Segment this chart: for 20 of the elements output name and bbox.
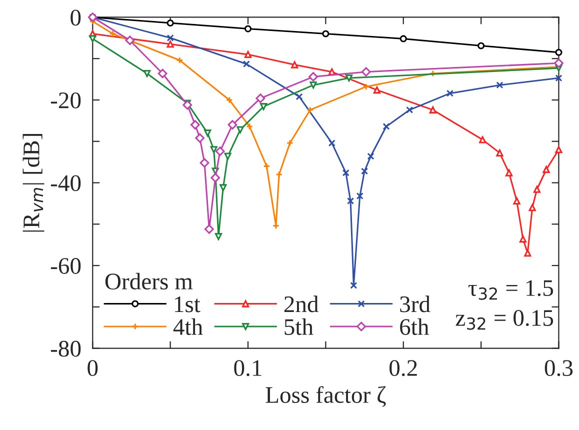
annotation: τ$_{32}$ = 1.5 [468,280,553,300]
x-tick-label: 0 [88,360,98,376]
legend-label: 6th [400,318,429,336]
y-tick-label: -40 [50,175,81,192]
y-tick-label: 0 [70,10,81,26]
legend-label: 1st [174,296,200,312]
legend-label: 3rd [400,296,430,312]
y-axis-title: |R$_{vm}$| [dB] [22,134,44,232]
y-tick-label: -80 [50,340,81,357]
y-tick-label: -20 [50,92,81,108]
x-axis-title: Loss factor ζ [266,386,386,407]
x-tick-label: 0.3 [544,360,573,376]
legend-title: Orders m [105,272,193,290]
legend-label: 5th [284,318,314,336]
legend-label: 2nd [284,296,318,312]
x-tick-label: 0.2 [390,360,417,376]
y-tick-label: -60 [50,258,81,274]
legend-label: 4th [173,318,203,336]
annotation: z$_{32}$ = 0.15 [456,310,554,330]
x-tick-label: 0.1 [234,360,262,376]
